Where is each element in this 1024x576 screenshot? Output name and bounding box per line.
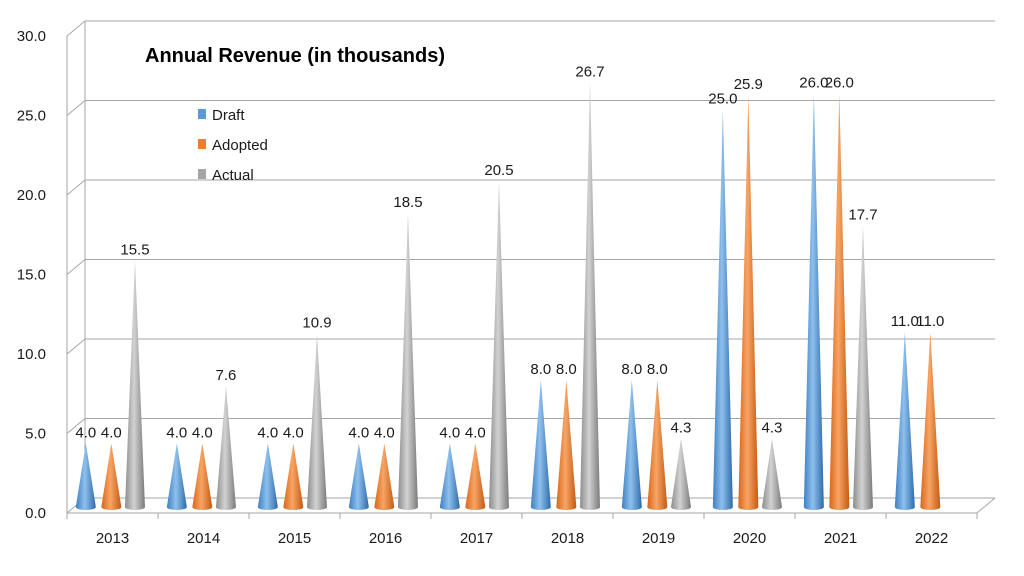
data-label: 8.0 [647,361,668,378]
data-label: 7.6 [216,367,237,384]
y-tick-label: 10.0 [17,346,46,363]
x-tick-label: 2016 [369,530,402,547]
cone-draft-2015 [257,443,278,510]
data-label: 4.0 [257,424,278,441]
data-label: 25.9 [734,76,763,93]
x-tick-label: 2013 [96,530,129,547]
gridline-depth [66,100,86,116]
data-label: 4.3 [762,420,783,437]
cone-actual-2014 [215,386,236,510]
cone-draft-2022 [894,332,915,510]
x-tick-label: 2020 [733,530,766,547]
cones [75,82,941,511]
y-tick-label: 30.0 [17,28,46,45]
axes: 0.0 5.0 10.0 15.0 20.0 25.0 30.0 2013 2014 2015 20… [17,28,996,547]
gridlines [66,20,995,514]
data-label: 4.0 [374,424,395,441]
cone-adopted-2020 [738,95,759,510]
data-label: 15.5 [120,242,149,259]
data-label: 26.7 [575,63,604,80]
data-label: 4.0 [101,424,122,441]
data-label: 4.0 [192,424,213,441]
data-label: 25.0 [708,91,737,108]
cone-adopted-2013 [101,443,122,510]
data-label: 4.0 [283,424,304,441]
data-label: 4.3 [671,420,692,437]
cone-actual-2015 [306,333,327,510]
legend-swatch-draft [198,109,206,119]
cone-actual-2017 [488,181,509,511]
cone-adopted-2019 [647,379,668,510]
legend-label-draft: Draft [212,107,245,124]
cone-draft-2018 [530,379,551,510]
data-label: 4.0 [75,424,96,441]
x-tick-label: 2017 [460,530,493,547]
cone-actual-2013 [124,260,145,510]
legend-label-adopted: Adopted [212,137,268,154]
floor-edge [976,497,996,514]
x-tick-label: 2014 [187,530,220,547]
cone-actual-2019 [670,438,691,510]
y-tick-label: 0.0 [25,505,46,522]
data-label: 26.0 [825,75,854,92]
cone-actual-2016 [397,212,418,510]
y-tick-label: 25.0 [17,108,46,125]
legend-swatch-adopted [198,139,206,149]
data-label: 8.0 [530,361,551,378]
x-tick-label: 2015 [278,530,311,547]
gridline-depth [66,20,86,37]
x-tick-label: 2019 [642,530,675,547]
cone-adopted-2018 [556,379,577,510]
cone-draft-2014 [166,443,187,510]
legend: Draft Adopted Actual [198,107,268,184]
gridline-depth [66,418,86,434]
gridline-depth [66,338,86,355]
data-label: 10.9 [302,315,331,332]
y-tick-label: 20.0 [17,187,46,204]
x-tick-label: 2022 [915,530,948,547]
data-label: 4.0 [166,424,187,441]
data-label: 4.0 [348,424,369,441]
cone-adopted-2021 [829,93,850,510]
cone-actual-2018 [579,82,600,510]
cone-draft-2016 [348,443,369,510]
x-tick-label: 2021 [824,530,857,547]
chart-title: Annual Revenue (in thousands) [145,45,445,67]
cone-draft-2017 [439,443,460,510]
cone-adopted-2014 [192,443,213,510]
data-label: 17.7 [848,207,877,224]
data-label: 8.0 [621,361,642,378]
data-label: 20.5 [484,162,513,179]
cone-draft-2013 [75,443,96,510]
cone-adopted-2015 [283,443,304,510]
cone-draft-2021 [803,93,824,510]
x-tick-label: 2018 [551,530,584,547]
data-label: 18.5 [393,194,422,211]
data-label: 11.0 [891,313,919,330]
data-label: 8.0 [556,361,577,378]
gridline-depth [66,259,86,275]
legend-swatch-actual [198,169,206,179]
data-label: 26.0 [799,75,828,92]
cone-actual-2020 [761,438,782,510]
cone-draft-2020 [712,109,733,510]
cone-adopted-2017 [465,443,486,510]
data-label: 4.0 [439,424,460,441]
data-labels: 4.0 4.0 4.0 4.0 4.0 8.0 8.0 25.0 26.0 11.0 4.0 4.0 4… [75,63,944,441]
legend-label-actual: Actual [212,167,254,184]
y-tick-label: 5.0 [25,426,46,443]
cone-draft-2019 [621,379,642,510]
cone-actual-2021 [852,225,873,510]
gridline-depth [66,179,86,196]
data-label: 4.0 [465,424,486,441]
y-tick-label: 15.0 [17,267,46,284]
cone-adopted-2022 [920,332,941,510]
cone-adopted-2016 [374,443,395,510]
data-label: 11.0 [916,313,944,330]
